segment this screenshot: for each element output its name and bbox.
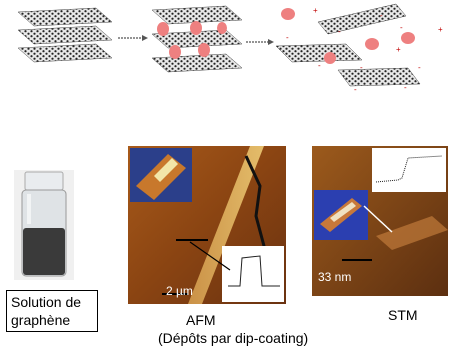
vial-image — [14, 170, 74, 280]
svg-text:-: - — [404, 83, 407, 92]
intercalated-stack — [151, 5, 243, 73]
afm-image — [128, 146, 286, 304]
svg-text:-: - — [286, 33, 289, 42]
stm-image — [312, 146, 448, 296]
arrow-icon — [246, 39, 274, 45]
stm-caption: STM — [388, 307, 418, 323]
afm-caption: AFM — [186, 312, 216, 328]
dispersed-sheets: + + + - - - - - - - - - — [275, 3, 443, 94]
svg-text:-: - — [360, 63, 363, 72]
arrow-icon — [118, 35, 148, 41]
deposit-caption: (Dépôts par dip-coating) — [158, 330, 309, 346]
svg-text:-: - — [400, 23, 403, 32]
svg-text:-: - — [354, 85, 357, 94]
stm-scale-label: 33 nm — [318, 270, 352, 284]
svg-text:-: - — [318, 61, 321, 70]
svg-text:-: - — [380, 11, 383, 20]
graphite-stack — [17, 7, 113, 63]
afm-scale-label: 2 µm — [166, 284, 193, 298]
svg-text:+: + — [396, 45, 401, 54]
svg-text:-: - — [418, 63, 421, 72]
svg-text:-: - — [338, 27, 341, 36]
exfoliation-schematic: + + + - - - - - - - - - — [17, 3, 443, 94]
svg-text:+: + — [438, 25, 443, 34]
solution-caption: Solution de graphène — [6, 290, 98, 332]
svg-text:+: + — [313, 6, 318, 15]
